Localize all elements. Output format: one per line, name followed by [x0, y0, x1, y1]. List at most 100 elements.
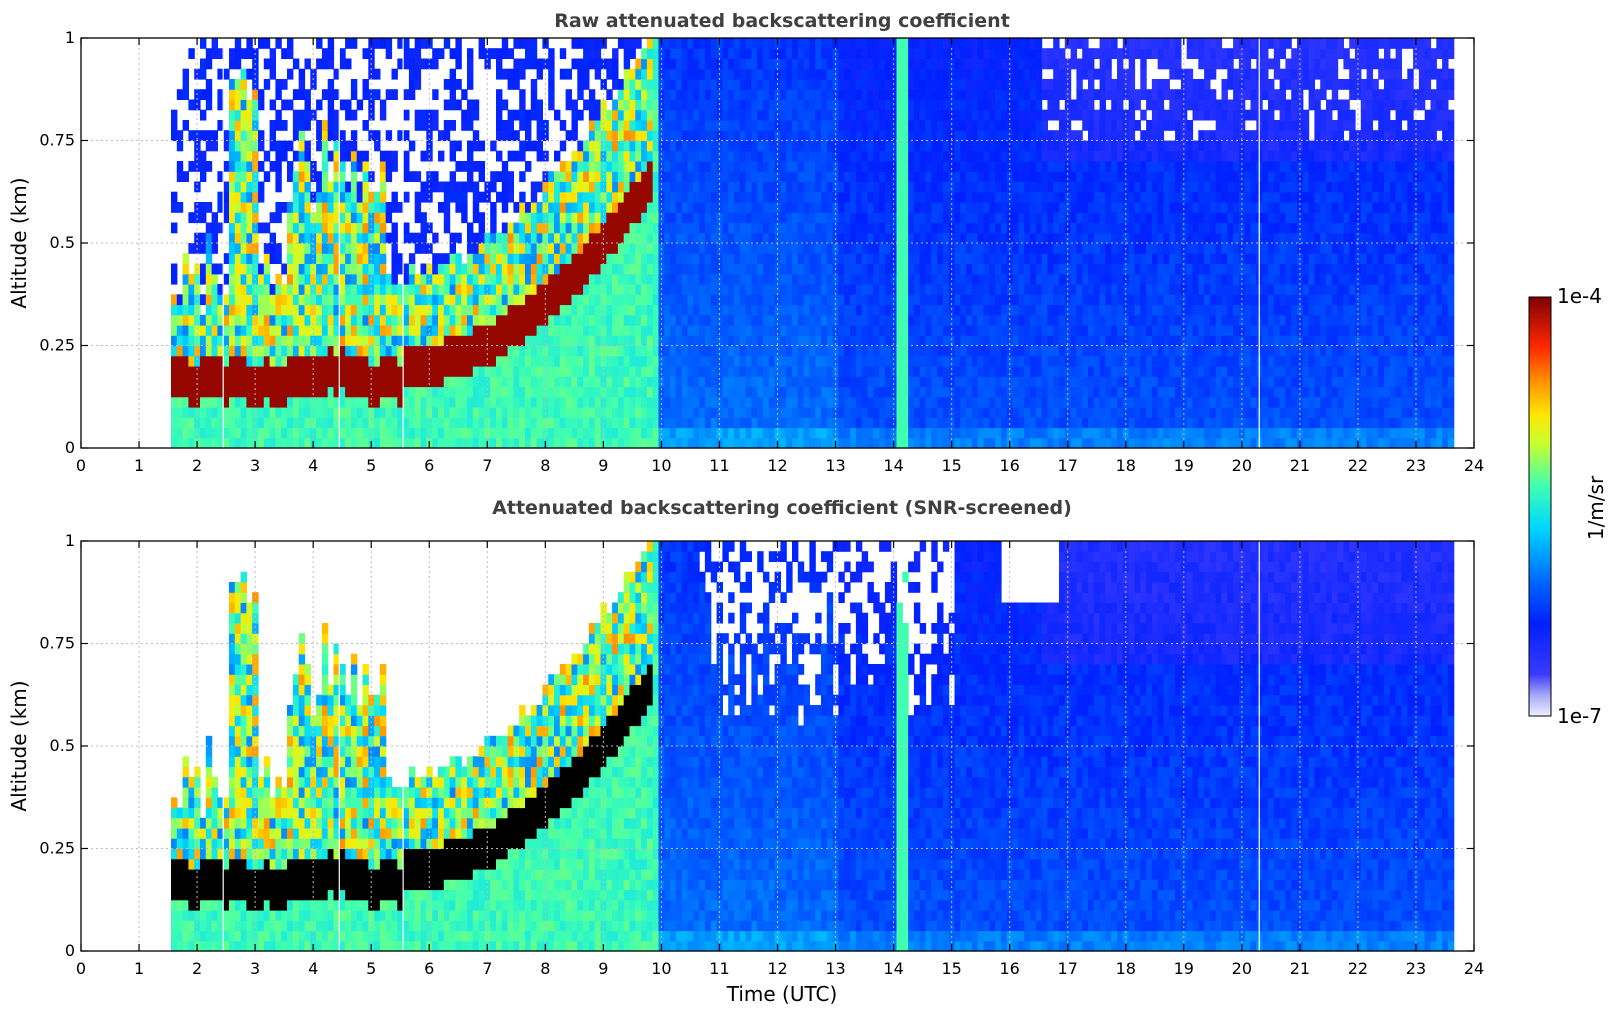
heatmap-cell: [461, 191, 468, 203]
heatmap-cell: [873, 161, 880, 172]
heatmap-cell: [623, 140, 631, 152]
heatmap-cell: [954, 417, 961, 429]
heatmap-cell: [333, 191, 340, 203]
heatmap-cell: [734, 253, 741, 264]
heatmap-cell: [403, 437, 410, 449]
heatmap-cell: [525, 48, 532, 59]
heatmap-cell: [797, 181, 805, 193]
heatmap-cell: [176, 396, 184, 408]
heatmap-cell: [507, 427, 514, 439]
heatmap-cell: [664, 202, 671, 213]
heatmap-cell: [687, 407, 694, 418]
heatmap-cell: [913, 325, 921, 336]
heatmap-cell: [612, 355, 619, 367]
heatmap-cell: [867, 109, 874, 121]
heatmap-cell: [333, 335, 340, 347]
heatmap-cell: [298, 161, 306, 172]
heatmap-cell: [931, 407, 938, 418]
heatmap-cell: [739, 345, 747, 357]
heatmap-cell: [658, 181, 665, 193]
heatmap-cell: [234, 427, 242, 439]
heatmap-cell: [252, 161, 259, 172]
heatmap-cell: [217, 294, 224, 306]
heatmap-cell: [292, 253, 300, 264]
heatmap-cell: [467, 437, 474, 449]
heatmap-cell: [583, 243, 590, 254]
heatmap-cell: [879, 89, 886, 100]
heatmap-cell: [258, 130, 265, 142]
heatmap-cell: [455, 79, 462, 90]
heatmap-cell: [438, 386, 445, 398]
heatmap-cell: [205, 386, 213, 398]
heatmap-cell: [693, 212, 700, 224]
heatmap-cell: [728, 38, 735, 49]
heatmap-cell: [757, 335, 764, 347]
heatmap-cell: [710, 140, 718, 152]
heatmap-cell: [751, 355, 758, 367]
heatmap-cell: [246, 181, 253, 193]
heatmap-cell: [496, 58, 503, 70]
heatmap-cell: [728, 243, 735, 254]
heatmap-cell: [379, 407, 387, 418]
heatmap-cell: [977, 355, 985, 367]
heatmap-cell: [455, 376, 462, 388]
heatmap-cell: [925, 191, 932, 203]
heatmap-cell: [960, 191, 967, 203]
heatmap-cell: [583, 376, 590, 388]
heatmap-cell: [281, 345, 288, 357]
heatmap-cell: [467, 284, 474, 295]
heatmap-cell: [211, 325, 218, 336]
heatmap-cell: [223, 191, 230, 203]
heatmap-cell: [548, 232, 555, 244]
heatmap-cell: [664, 243, 671, 254]
heatmap-cell: [821, 58, 828, 70]
heatmap-cell: [821, 212, 828, 224]
heatmap-cell: [763, 284, 770, 295]
heatmap-cell: [675, 89, 683, 100]
heatmap-cell: [832, 202, 839, 213]
heatmap-cell: [728, 120, 735, 131]
heatmap-cell: [443, 38, 451, 49]
heatmap-cell: [699, 325, 706, 336]
heatmap-cell: [176, 407, 184, 418]
heatmap-cell: [623, 284, 631, 295]
heatmap-cell: [345, 232, 352, 244]
heatmap-cell: [472, 366, 480, 377]
heatmap-cell: [780, 161, 787, 172]
heatmap-cell: [809, 99, 816, 111]
heatmap-cell: [954, 396, 961, 408]
heatmap-cell: [728, 232, 735, 244]
heatmap-cell: [960, 396, 967, 408]
heatmap-cell: [652, 366, 660, 377]
heatmap-cell: [873, 99, 880, 111]
heatmap-cell: [942, 68, 950, 80]
heatmap-cell: [803, 212, 810, 224]
heatmap-cell: [536, 294, 543, 306]
heatmap-cell: [757, 427, 764, 439]
heatmap-cell: [379, 181, 387, 193]
heatmap-cell: [821, 191, 828, 203]
heatmap-cell: [675, 109, 683, 121]
heatmap-cell: [757, 386, 764, 398]
heatmap-cell: [716, 171, 723, 182]
heatmap-cell: [403, 38, 410, 49]
heatmap-cell: [414, 366, 422, 377]
heatmap-cell: [838, 314, 845, 326]
heatmap-cell: [588, 222, 596, 234]
heatmap-cell: [362, 386, 369, 398]
heatmap-cell: [855, 48, 863, 59]
heatmap-cell: [530, 58, 538, 70]
heatmap-cell: [693, 396, 700, 408]
heatmap-cell: [623, 314, 631, 326]
heatmap-cell: [519, 191, 526, 203]
heatmap-cell: [971, 89, 979, 100]
heatmap-cell: [379, 314, 387, 326]
heatmap-cell: [292, 212, 300, 224]
heatmap-cell: [554, 345, 561, 357]
heatmap-cell: [536, 314, 543, 326]
heatmap-cell: [310, 386, 317, 398]
heatmap-cell: [710, 99, 718, 111]
heatmap-cell: [176, 130, 184, 142]
heatmap-cell: [205, 99, 213, 111]
heatmap-cell: [408, 58, 416, 70]
